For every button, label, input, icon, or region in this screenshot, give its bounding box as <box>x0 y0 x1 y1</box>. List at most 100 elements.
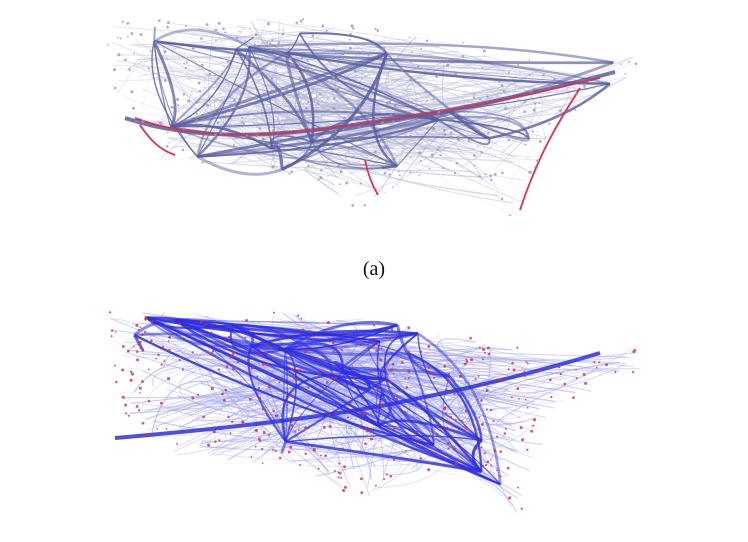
graph-node <box>447 372 450 375</box>
graph-node <box>492 420 495 423</box>
graph-node <box>442 392 444 395</box>
graph-node <box>462 41 464 44</box>
light-edge <box>228 403 530 453</box>
light-edge <box>138 69 228 119</box>
graph-node <box>317 373 321 377</box>
graph-node <box>257 353 261 357</box>
graph-node <box>419 350 423 354</box>
graph-node <box>532 108 536 112</box>
graph-node <box>461 54 465 58</box>
graph-node <box>138 386 142 390</box>
graph-node <box>553 78 556 81</box>
bundled-edge <box>417 332 502 485</box>
graph-node <box>195 112 198 115</box>
graph-node <box>530 170 533 173</box>
graph-node <box>484 351 486 354</box>
graph-node <box>375 349 378 353</box>
graph-node <box>489 408 493 412</box>
edge-bundled-network-a <box>107 18 638 217</box>
graph-node <box>473 154 476 157</box>
graph-node <box>211 350 215 353</box>
graph-node <box>575 92 579 96</box>
graph-node <box>266 344 269 348</box>
graph-node <box>528 73 531 76</box>
graph-node <box>320 454 322 457</box>
graph-node <box>342 116 346 120</box>
graph-node <box>301 328 305 332</box>
graph-node <box>342 489 345 492</box>
graph-node <box>394 113 397 115</box>
light-edge <box>303 168 340 196</box>
bundled-edge <box>196 46 251 158</box>
graph-node <box>365 353 368 356</box>
graph-node <box>254 445 257 448</box>
bundled-graph-panel-b <box>0 288 748 542</box>
graph-node <box>126 21 130 25</box>
graph-node <box>477 375 480 377</box>
light-edge <box>222 62 292 175</box>
graph-node <box>289 57 293 61</box>
graph-node <box>504 107 508 111</box>
graph-node <box>430 153 434 157</box>
light-edge <box>169 357 231 446</box>
graph-node <box>278 381 281 384</box>
graph-node <box>166 21 170 25</box>
graph-node <box>226 60 230 63</box>
graph-node <box>285 87 289 92</box>
graph-node <box>138 340 142 344</box>
graph-node <box>214 39 217 42</box>
graph-node <box>132 106 135 110</box>
graph-node <box>151 319 154 322</box>
graph-node <box>426 443 430 446</box>
graph-node <box>550 395 553 399</box>
graph-node <box>390 327 394 331</box>
graph-node <box>523 370 526 373</box>
graph-node <box>350 24 354 28</box>
bundled-edge <box>248 45 399 167</box>
graph-node <box>415 441 418 444</box>
graph-node <box>239 30 241 33</box>
graph-node <box>121 344 125 348</box>
graph-node <box>316 66 319 69</box>
graph-node <box>240 121 243 124</box>
graph-node <box>470 358 474 362</box>
graph-node <box>127 414 130 417</box>
graph-node <box>183 62 186 65</box>
graph-node <box>375 127 379 130</box>
graph-node <box>508 496 512 500</box>
light-edge <box>349 38 465 157</box>
graph-node <box>115 380 118 384</box>
graph-node <box>220 392 225 396</box>
graph-node <box>410 51 413 54</box>
graph-node <box>489 174 493 178</box>
light-edge <box>440 390 497 424</box>
light-edge <box>358 356 511 384</box>
graph-node <box>229 355 233 359</box>
graph-node <box>402 439 405 442</box>
graph-node <box>349 46 352 50</box>
graph-node <box>304 452 307 456</box>
graph-node <box>498 80 501 84</box>
graph-node <box>176 442 178 445</box>
graph-node <box>267 142 270 145</box>
graph-node <box>453 447 456 451</box>
graph-node <box>536 159 540 163</box>
graph-node <box>133 345 135 348</box>
graph-node <box>200 37 203 40</box>
light-edge <box>345 63 505 103</box>
graph-node <box>216 46 219 49</box>
graph-node <box>570 97 572 100</box>
graph-node <box>211 323 214 326</box>
graph-node <box>455 161 459 165</box>
graph-node <box>340 348 343 351</box>
graph-node <box>532 418 537 422</box>
graph-node <box>332 48 335 51</box>
graph-node <box>481 422 484 426</box>
light-edge <box>203 352 336 442</box>
graph-node <box>595 366 598 369</box>
graph-node <box>271 165 275 169</box>
graph-node <box>620 63 622 65</box>
light-edge <box>231 379 431 455</box>
graph-node <box>255 428 258 431</box>
graph-node <box>374 484 377 487</box>
